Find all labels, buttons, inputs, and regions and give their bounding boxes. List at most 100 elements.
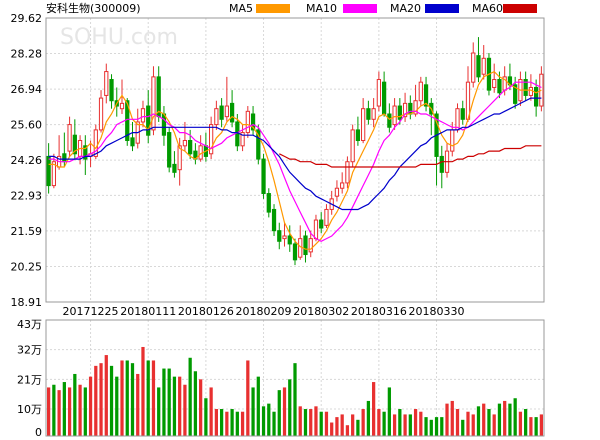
volume-bar — [482, 403, 486, 436]
candle — [182, 121, 188, 152]
date-tick-label: 20180209 — [236, 305, 292, 318]
candle-body — [177, 145, 182, 171]
candle-body — [298, 238, 303, 258]
candle-body — [188, 140, 193, 155]
volume-bar — [487, 409, 491, 436]
date-tick-label: 20180302 — [293, 305, 349, 318]
candle-body — [392, 105, 397, 126]
legend-ma5-label: MA5 — [229, 2, 253, 15]
candle-body — [271, 208, 277, 232]
candle-body — [292, 243, 298, 261]
legend-ma10-label: MA10 — [306, 2, 337, 15]
chart-title: 安科生物(300009) — [46, 1, 141, 15]
volume-bar — [335, 417, 339, 436]
legend-ma10-swatch — [343, 4, 377, 13]
volume-bar — [157, 387, 161, 436]
candle — [219, 98, 224, 128]
volume-bar — [471, 414, 475, 436]
candle — [151, 66, 156, 136]
volume-bar — [78, 384, 82, 436]
candle — [350, 124, 355, 168]
volume-bar — [83, 387, 87, 436]
candle-body — [104, 71, 109, 96]
candle-body — [277, 230, 282, 242]
candle-body — [361, 108, 366, 142]
volume-frame — [45, 319, 545, 437]
volume-bar — [476, 406, 481, 436]
candle-body — [413, 100, 418, 115]
volume-bar — [62, 382, 66, 436]
volume-bar — [125, 360, 129, 436]
volume-bar — [303, 409, 308, 436]
volume-bar — [146, 360, 150, 436]
candle — [366, 100, 371, 125]
candle — [492, 63, 497, 93]
candle-body — [250, 113, 256, 131]
volume-bar — [52, 384, 56, 436]
volume-bar — [219, 409, 224, 436]
candle — [167, 127, 172, 173]
volume-bar — [235, 411, 239, 436]
candle — [271, 204, 277, 236]
volume-bar — [109, 365, 114, 436]
candle — [471, 42, 476, 88]
volume-bar — [57, 390, 61, 436]
candle — [303, 230, 308, 263]
volume-bar — [214, 409, 218, 436]
candle-body — [146, 105, 151, 136]
volume-bar — [408, 414, 412, 436]
volume-bar — [434, 417, 439, 436]
candle — [418, 76, 423, 107]
volume-tick-label: 10万 — [17, 403, 42, 416]
price-tick-label: 20.25 — [11, 260, 43, 273]
price-tick-label: 18.91 — [11, 296, 43, 309]
volume-bar — [387, 387, 391, 436]
volume-bar — [518, 411, 523, 436]
price-tick-label: 24.26 — [11, 154, 43, 167]
candle — [256, 124, 261, 165]
candle — [282, 222, 287, 247]
candle — [439, 145, 444, 189]
candle — [329, 190, 334, 215]
date-tick-label: 20180316 — [351, 305, 407, 318]
volume-bar — [136, 373, 140, 436]
candle — [355, 116, 361, 146]
candle-body — [93, 129, 98, 157]
candle — [287, 225, 292, 252]
candle-body — [497, 79, 502, 94]
candle-body — [350, 129, 355, 163]
volume-bar — [309, 409, 313, 436]
volume-bar — [209, 387, 213, 436]
volume-bar — [419, 411, 423, 436]
candle-body — [214, 108, 219, 126]
price-tick-label: 21.59 — [11, 225, 43, 238]
volume-bar — [382, 411, 386, 436]
legend-ma10: MA10 — [306, 2, 377, 15]
moving-average-lines — [48, 70, 542, 250]
candle-body — [476, 55, 481, 78]
candle — [67, 116, 72, 157]
candle — [119, 79, 125, 114]
legend-ma60-swatch — [503, 4, 537, 13]
candle-body — [229, 102, 235, 123]
price-tick-label: 29.62 — [11, 12, 43, 25]
volume-bar — [534, 417, 538, 436]
candle-body — [245, 110, 250, 134]
volume-bar — [162, 368, 166, 436]
candle-body — [219, 105, 224, 120]
candle-body — [130, 137, 135, 147]
volume-bar — [193, 371, 198, 436]
date-tick-label: 20180111 — [120, 305, 176, 318]
candle — [408, 95, 413, 120]
legend-ma20-label: MA20 — [390, 2, 421, 15]
price-tick-label: 26.94 — [11, 83, 43, 96]
candle-body — [72, 134, 77, 155]
candle — [518, 71, 523, 107]
ma-line-ma20 — [48, 97, 542, 211]
volume-bar — [298, 406, 302, 436]
candle — [177, 137, 182, 186]
volume-tick-label: 21万 — [17, 373, 42, 386]
volume-bar — [539, 414, 544, 436]
candle — [72, 119, 77, 160]
volume-bar — [120, 360, 124, 436]
